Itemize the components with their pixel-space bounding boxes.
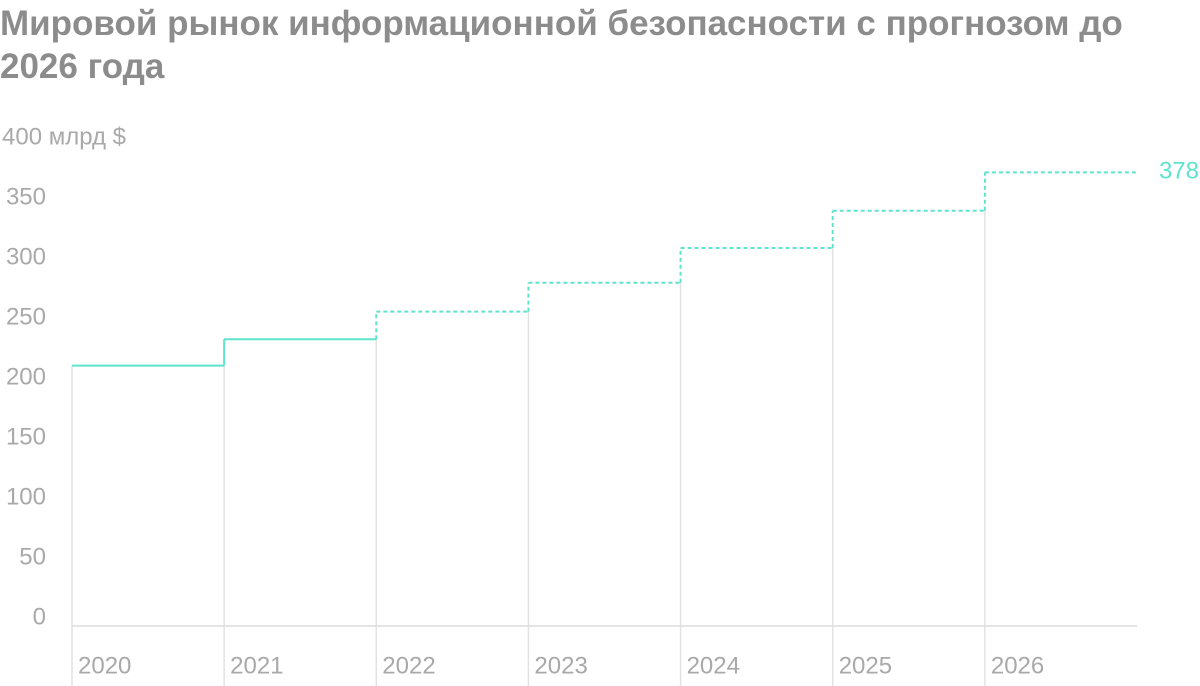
- y-tick-label: 150: [6, 423, 46, 450]
- chart-title: Мировой рынок информационной безопасност…: [0, 4, 1123, 86]
- x-tick-label: 2024: [687, 652, 740, 679]
- y-tick-label: 50: [19, 543, 46, 570]
- y-tick-label: 300: [6, 243, 46, 270]
- title-box: Мировой рынок информационной безопасност…: [0, 4, 1123, 86]
- y-tick-label: 0: [33, 603, 46, 630]
- y-tick-label: 250: [6, 303, 46, 330]
- x-tick-label: 2025: [839, 652, 892, 679]
- y-tick-label: 400 млрд $: [2, 123, 126, 150]
- y-tick-label: 100: [6, 483, 46, 510]
- x-tick-label: 2021: [230, 652, 283, 679]
- x-tick-label: 2023: [534, 652, 587, 679]
- value-label: 378: [1159, 158, 1199, 185]
- x-tick-label: 2022: [382, 652, 435, 679]
- y-tick-label: 350: [6, 183, 46, 210]
- y-tick-label: 200: [6, 363, 46, 390]
- x-tick-label: 2020: [78, 652, 131, 679]
- x-tick-label: 2026: [991, 652, 1044, 679]
